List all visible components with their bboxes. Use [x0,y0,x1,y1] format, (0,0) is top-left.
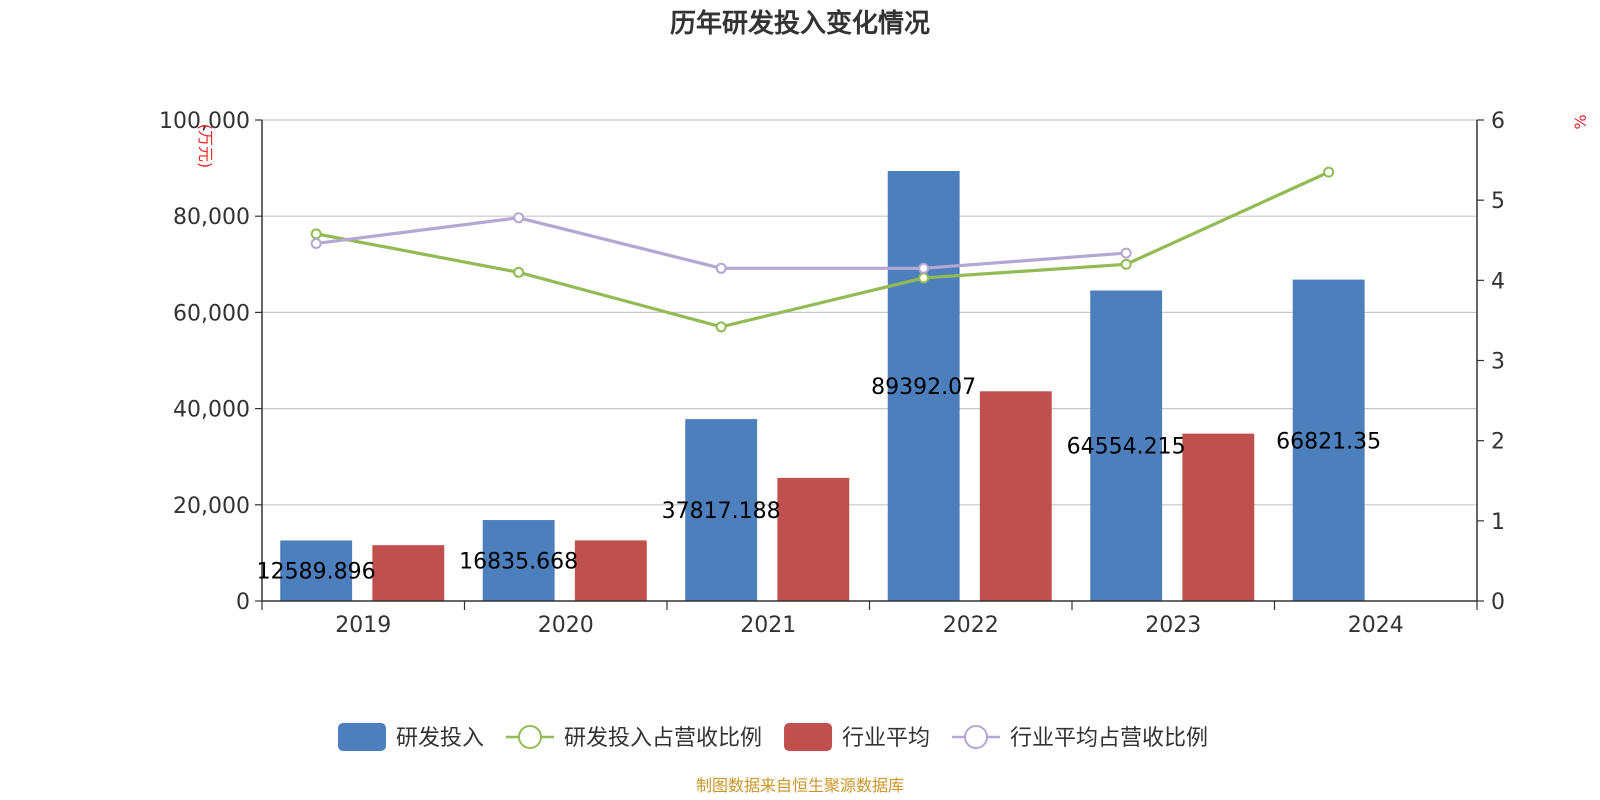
x-axis-tick-label: 2019 [335,613,391,638]
line-point [310,237,322,249]
axes: 0 20,000 40,000 60,000 80,000 100,000 0 1 2 3 4 5 6 2… [159,109,1505,638]
bar-data-label: 12589.896 [257,560,376,585]
line-series [310,166,1335,333]
line-point [1120,258,1132,270]
legend-label: 行业平均 [842,726,930,751]
left-axis-tick-label: 40,000 [173,398,250,423]
right-axis-tick-label: 5 [1491,189,1505,214]
right-axis-tick-label: 2 [1491,430,1505,455]
bar-data-label: 66821.35 [1276,429,1381,454]
line-point [1323,166,1335,178]
legend-label: 行业平均占营收比例 [1010,726,1208,751]
bar-series [280,171,1365,601]
legend-swatch-marker [964,725,989,749]
right-axis-tick-label: 4 [1491,269,1505,294]
bar-industry-average [777,477,850,601]
bar-data-label: 16835.668 [459,550,578,575]
left-axis-tick-label: 100,000 [159,109,250,134]
line-point [715,321,727,333]
legend-label: 研发投入 [396,726,484,751]
left-axis-tick-label: 60,000 [173,301,250,326]
bar-rd-investment [887,171,960,601]
bar-rd-investment [1292,279,1365,601]
x-axis-tick-label: 2023 [1145,613,1201,638]
source-note: 制图数据来自恒生聚源数据库 [696,776,904,795]
right-axis-tick-label: 6 [1491,109,1505,134]
legend-swatch-bar [338,723,386,751]
legend-swatch-marker [518,725,543,749]
line-point [918,272,930,284]
bar-industry-average [372,545,445,601]
line-1 [315,170,1330,329]
line-point [918,262,930,274]
right-axis-tick-label: 3 [1491,350,1505,375]
line-point [1120,247,1132,259]
bar-industry-average [574,540,647,601]
line-point [715,262,727,274]
right-axis-unit: % [1571,114,1590,129]
left-axis-unit: (万元) [196,124,215,169]
line-point [310,228,322,240]
left-axis-tick-label: 0 [236,590,250,615]
right-axis-tick-label: 0 [1491,590,1505,615]
grid-lines [262,119,1477,506]
bar-rd-investment [1090,290,1163,601]
x-axis-tick-label: 2020 [538,613,594,638]
legend-label: 研发投入占营收比例 [564,726,762,751]
x-axis-tick-label: 2024 [1348,613,1404,638]
line-point [513,212,525,224]
left-axis-tick-label: 80,000 [173,205,250,230]
bar-rd-investment [280,540,353,601]
data-labels: 12589.896 16835.668 37817.188 89392.07 64554… [257,375,1381,585]
bar-data-label: 64554.215 [1067,435,1186,460]
bar-data-label: 37817.188 [662,499,781,524]
legend: 研发投入 研发投入占营收比例 行业平均 行业平均占营收比例 [338,723,1208,751]
bar-data-label: 89392.07 [871,375,976,400]
chart-title: 历年研发投入变化情况 [670,8,930,39]
bar-industry-average [1182,433,1255,601]
left-axis-tick-label: 20,000 [173,494,250,519]
line-point [513,266,525,278]
right-axis-tick-label: 1 [1491,510,1505,535]
x-axis-tick-label: 2022 [943,613,999,638]
bar-rd-investment [685,419,758,601]
bar-industry-average [979,391,1052,601]
legend-swatch-bar [784,723,833,751]
bar-rd-investment [482,520,555,601]
line-3 [315,216,1127,270]
x-axis-tick-label: 2021 [740,613,796,638]
